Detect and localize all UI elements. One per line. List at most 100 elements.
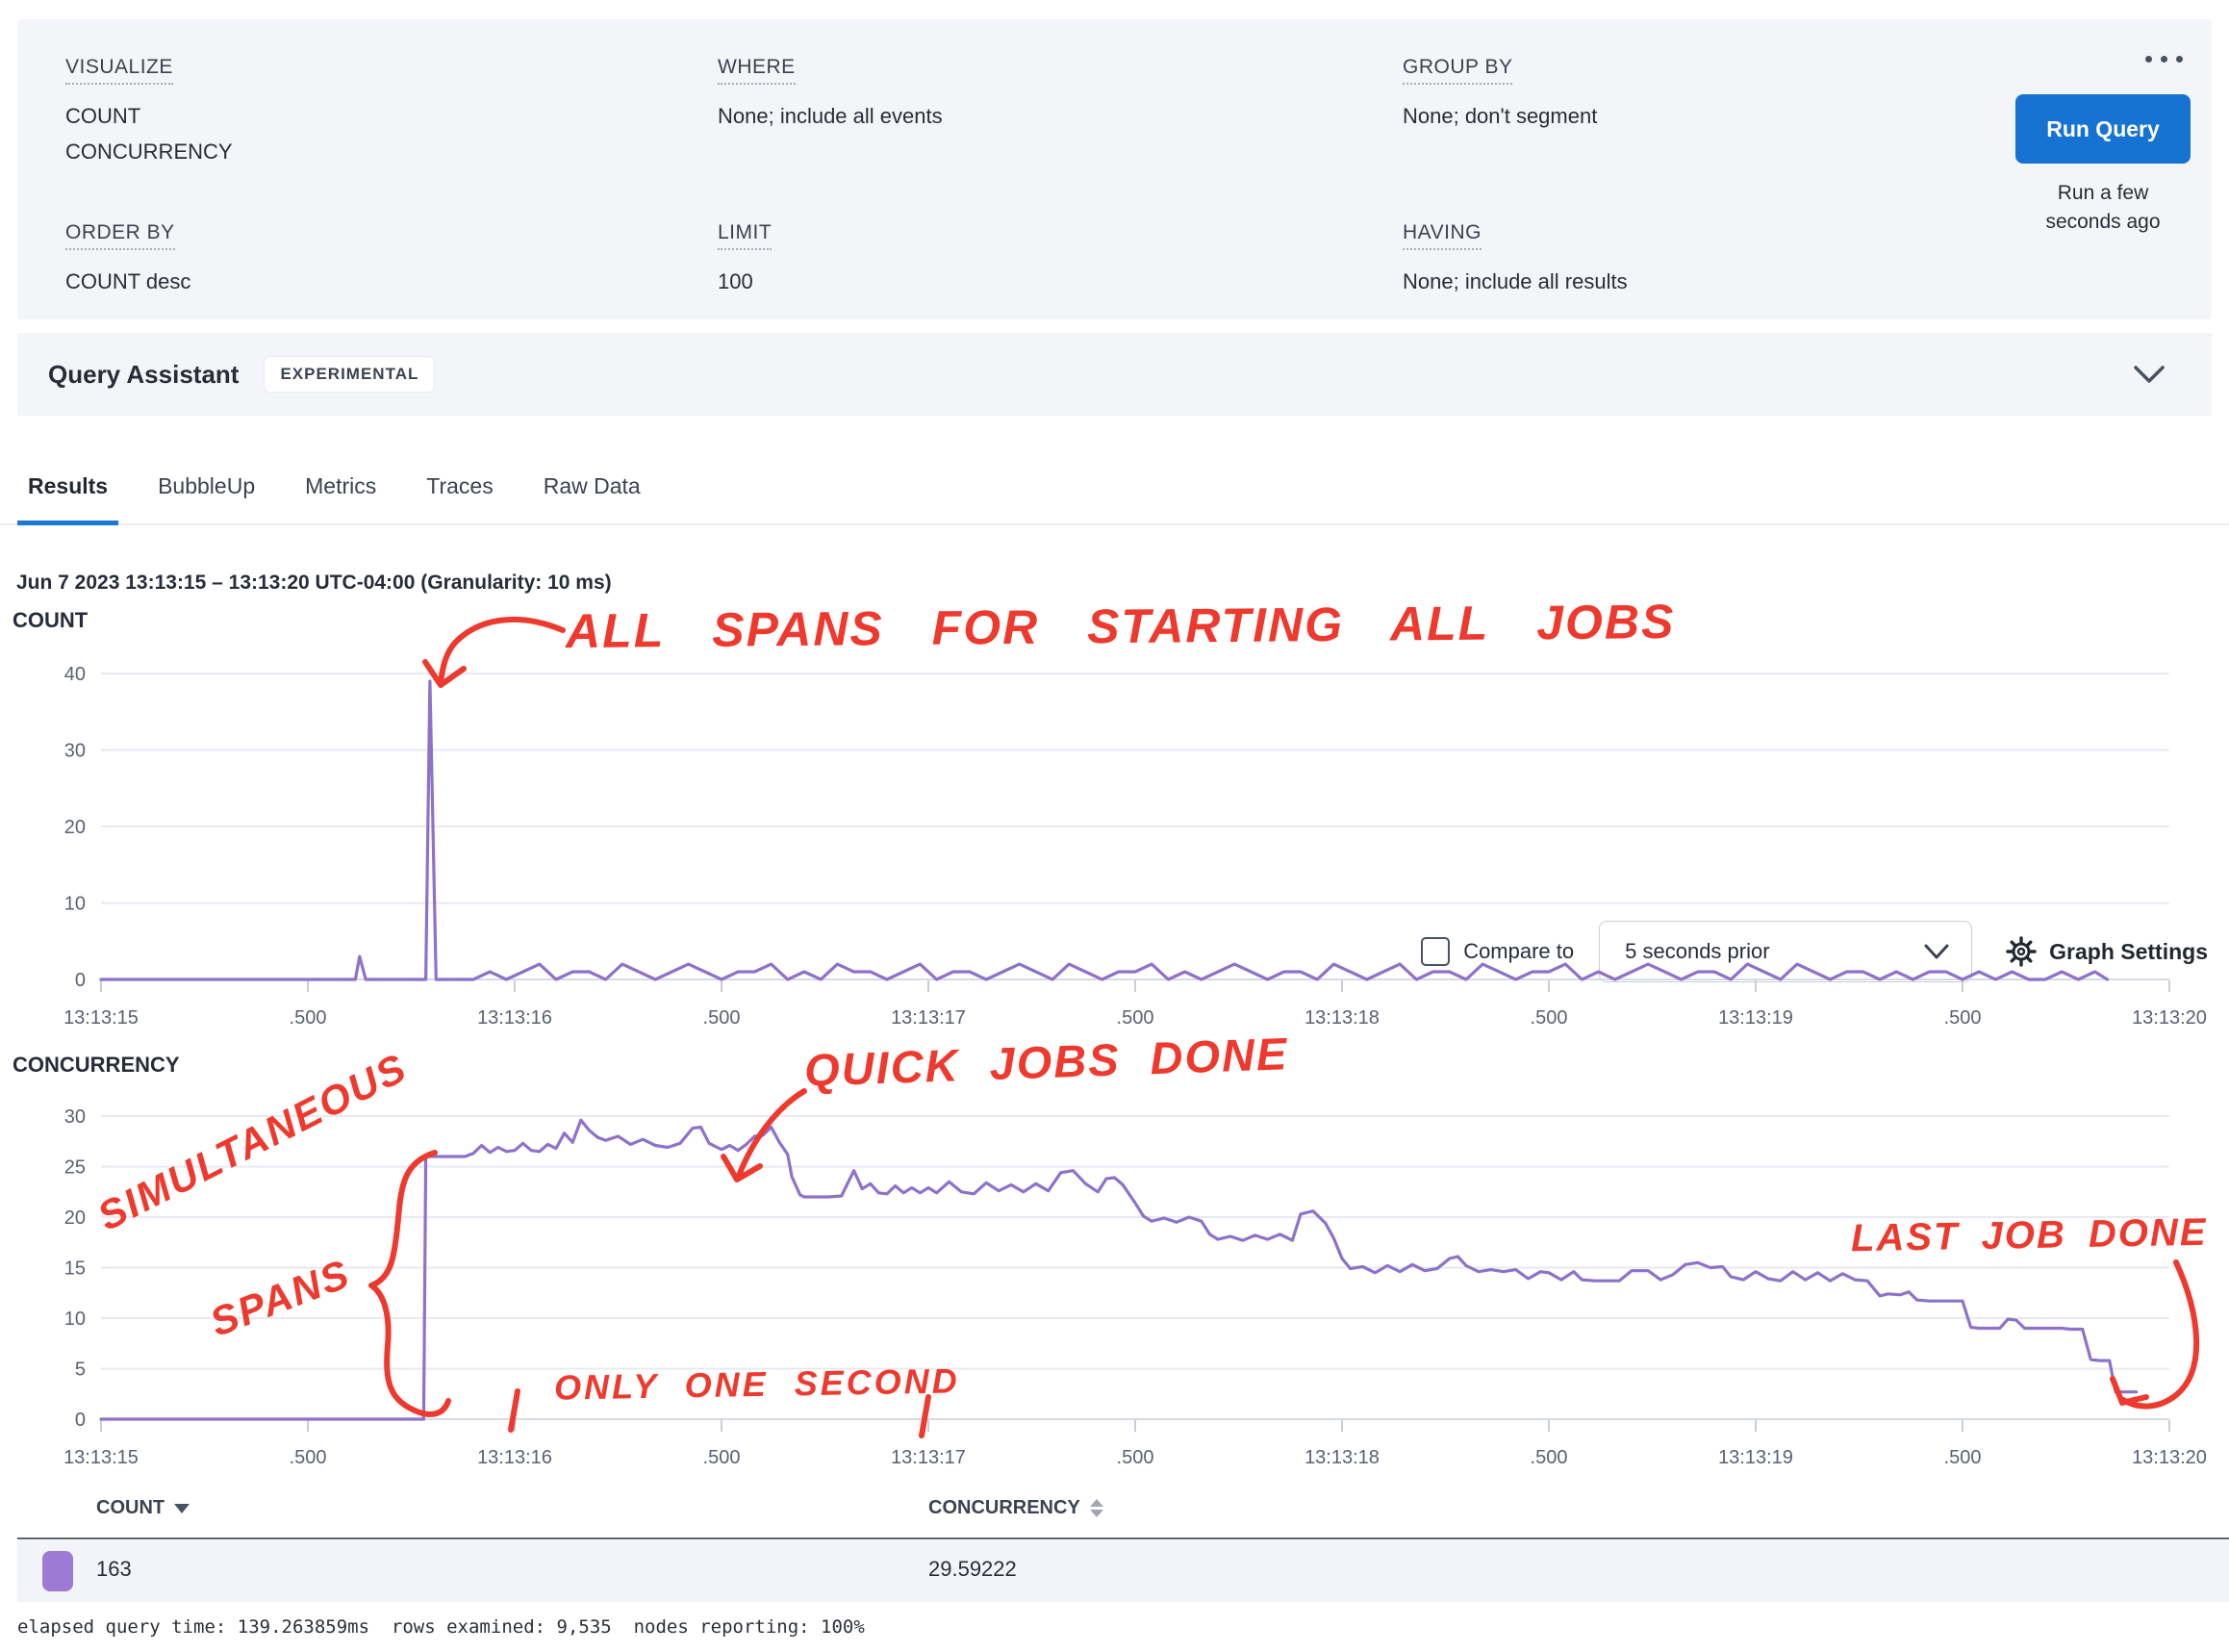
annotation-all-spans-text: ALL SPANS FOR STARTING ALL JOBS — [565, 594, 1676, 659]
having-label: HAVING — [1403, 221, 1482, 250]
svg-text:.500: .500 — [1531, 1447, 1568, 1468]
visualize-label: VISUALIZE — [65, 56, 173, 85]
count-column-header[interactable]: COUNT — [96, 1497, 190, 1519]
experimental-badge: EXPERIMENTAL — [264, 356, 436, 393]
tab-bubbleup[interactable]: BubbleUp — [158, 473, 256, 498]
query-assistant-row[interactable]: Query Assistant EXPERIMENTAL — [17, 333, 2212, 416]
query-assistant-title: Query Assistant — [48, 359, 240, 389]
annotation-last-job-text: LAST JOB DONE — [1850, 1210, 2208, 1260]
svg-text:40: 40 — [64, 664, 86, 685]
simultaneous-brace — [368, 1150, 451, 1417]
concurrency-cell: 29.59222 — [928, 1557, 1017, 1581]
svg-text:10: 10 — [64, 1309, 86, 1330]
time-range-header: Jun 7 2023 13:13:15 – 13:13:20 UTC-04:00… — [16, 572, 612, 594]
svg-text:.500: .500 — [1117, 1007, 1154, 1029]
results-table-header: COUNT CONCURRENCY — [0, 1497, 2229, 1538]
sort-both-icon — [1089, 1499, 1103, 1517]
svg-text:20: 20 — [64, 1207, 86, 1229]
svg-text:13:13:17: 13:13:17 — [891, 1447, 966, 1468]
svg-text:30: 30 — [64, 741, 86, 762]
visualize-clause[interactable]: VISUALIZE COUNT CONCURRENCY — [65, 56, 233, 169]
order-by-clause[interactable]: ORDER BY COUNT desc — [65, 221, 190, 299]
svg-text:30: 30 — [64, 1106, 86, 1128]
graph-settings-label: Graph Settings — [2049, 938, 2208, 964]
overflow-menu-icon[interactable] — [2145, 56, 2183, 63]
order-by-value[interactable]: COUNT desc — [65, 269, 191, 293]
having-clause[interactable]: HAVING None; include all results — [1403, 221, 1628, 299]
second-tick-left — [508, 1388, 520, 1433]
svg-text:.500: .500 — [703, 1447, 741, 1468]
svg-text:13:13:19: 13:13:19 — [1718, 1007, 1793, 1029]
svg-text:.500: .500 — [1944, 1007, 1982, 1029]
sort-desc-icon — [174, 1503, 190, 1513]
tab-results[interactable]: Results — [16, 460, 119, 525]
limit-label: LIMIT — [718, 221, 773, 250]
count-spike-arrow — [438, 616, 566, 686]
table-divider — [17, 1538, 2229, 1539]
concurrency-column-header[interactable]: CONCURRENCY — [928, 1497, 1103, 1519]
having-value[interactable]: None; include all results — [1403, 269, 1628, 293]
svg-text:.500: .500 — [1944, 1447, 1982, 1468]
last-job-arrow — [2120, 1259, 2200, 1410]
where-label: WHERE — [718, 56, 796, 85]
concurrency-chart-title: CONCURRENCY — [13, 1053, 180, 1077]
select-chevron-icon — [1924, 944, 1949, 959]
last-job-arrowhead — [2110, 1376, 2149, 1406]
run-query-button[interactable]: Run Query — [2015, 94, 2191, 164]
where-clause[interactable]: WHERE None; include all events — [718, 56, 943, 134]
table-row[interactable]: 163 29.59222 — [17, 1540, 2229, 1602]
svg-text:13:13:20: 13:13:20 — [2132, 1447, 2207, 1468]
compare-to-checkbox[interactable] — [1421, 937, 1451, 966]
svg-text:13:13:20: 13:13:20 — [2132, 1007, 2207, 1029]
results-tab-bar: Results BubbleUp Metrics Traces Raw Data… — [0, 460, 2229, 982]
tab-raw-data[interactable]: Raw Data — [543, 473, 641, 498]
svg-text:10: 10 — [64, 894, 86, 915]
svg-text:0: 0 — [75, 1410, 86, 1431]
svg-text:13:13:16: 13:13:16 — [477, 1007, 552, 1029]
count-chart-title: COUNT — [13, 608, 89, 632]
visualize-value-count[interactable]: COUNT — [65, 104, 141, 128]
chevron-down-icon[interactable] — [2133, 364, 2166, 385]
tab-metrics[interactable]: Metrics — [305, 473, 377, 498]
svg-text:5: 5 — [75, 1360, 86, 1381]
annotation-spans-text: SPANS — [204, 1250, 357, 1345]
svg-text:13:13:15: 13:13:15 — [63, 1007, 139, 1029]
svg-text:.500: .500 — [290, 1447, 327, 1468]
visualize-value-concurrency[interactable]: CONCURRENCY — [65, 140, 233, 164]
limit-value[interactable]: 100 — [718, 269, 753, 293]
limit-clause[interactable]: LIMIT 100 — [718, 221, 773, 299]
compare-period-select[interactable]: 5 seconds prior — [1599, 921, 1973, 982]
svg-text:.500: .500 — [703, 1007, 741, 1029]
count-spike-arrowhead — [422, 659, 467, 688]
annotation-quick-jobs-text: QUICK JOBS DONE — [803, 1028, 1290, 1096]
svg-text:13:13:16: 13:13:16 — [477, 1447, 552, 1468]
svg-text:0: 0 — [75, 970, 86, 991]
where-value[interactable]: None; include all events — [718, 104, 943, 128]
svg-text:15: 15 — [64, 1258, 86, 1280]
svg-text:.500: .500 — [1531, 1007, 1568, 1029]
svg-text:13:13:18: 13:13:18 — [1304, 1007, 1380, 1029]
svg-text:20: 20 — [64, 817, 86, 838]
last-run-status: Run a few seconds ago — [2045, 182, 2161, 233]
svg-text:13:13:19: 13:13:19 — [1718, 1447, 1793, 1468]
query-stats-footer: elapsed query time: 139.263859ms rows ex… — [17, 1616, 865, 1638]
svg-text:25: 25 — [64, 1157, 86, 1179]
svg-text:13:13:17: 13:13:17 — [891, 1007, 966, 1029]
svg-text:13:13:18: 13:13:18 — [1304, 1447, 1380, 1468]
order-by-label: ORDER BY — [65, 221, 175, 250]
graph-settings-button[interactable]: Graph Settings — [2005, 935, 2208, 968]
group-by-value[interactable]: None; don't segment — [1403, 104, 1598, 128]
quick-jobs-arrow — [736, 1088, 807, 1179]
annotation-one-second-text: ONLY ONE SECOND — [553, 1360, 961, 1408]
quick-jobs-arrowhead — [721, 1154, 763, 1182]
compare-to-label: Compare to — [1463, 939, 1575, 963]
group-by-label: GROUP BY — [1403, 56, 1513, 85]
svg-text:.500: .500 — [1117, 1447, 1154, 1468]
group-by-clause[interactable]: GROUP BY None; don't segment — [1403, 56, 1597, 134]
second-tick-right — [919, 1394, 931, 1438]
tab-traces[interactable]: Traces — [426, 473, 494, 498]
compare-period-value: 5 seconds prior — [1625, 939, 1770, 963]
svg-text:.500: .500 — [290, 1007, 327, 1029]
series-swatch — [42, 1551, 73, 1591]
